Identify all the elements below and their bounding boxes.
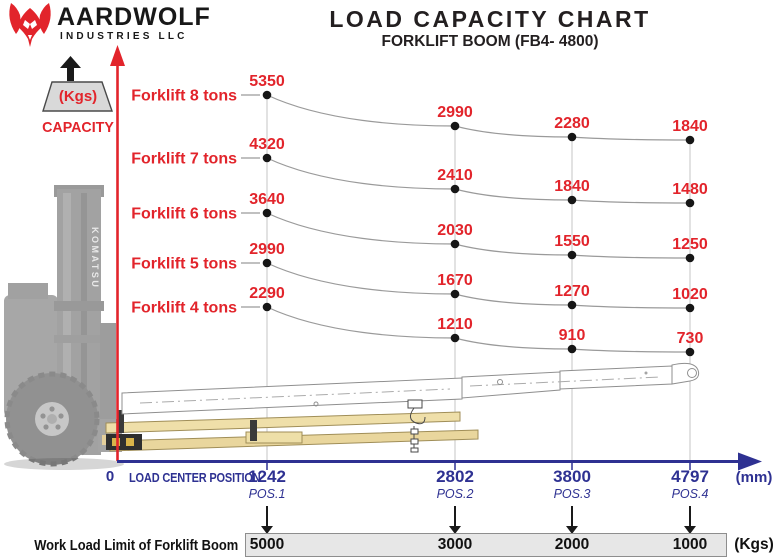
data-point [262, 153, 272, 163]
value-label: 910 [559, 327, 586, 344]
data-point [567, 250, 577, 260]
value-label: 1840 [554, 178, 590, 195]
down-arrow-2 [449, 506, 461, 534]
forklift-brand-text: KOMATSU [90, 227, 100, 289]
work-load-limit-unit: (Kgs) [734, 536, 774, 553]
value-label: 2990 [249, 241, 285, 258]
value-label: 2030 [437, 222, 473, 239]
aardwolf-logo-icon [9, 3, 51, 47]
data-point [262, 302, 272, 312]
capacity-unit-label: (Kgs) [58, 88, 98, 105]
capacity-curves: Forklift 8 tons 5350 2990 2280 1840 Forklift … [131, 73, 708, 357]
value-label: 730 [677, 330, 704, 347]
data-point [450, 239, 460, 249]
series-label: Forklift 4 tons [131, 300, 237, 317]
position-name-4: POS.4 [671, 487, 709, 501]
down-arrow-3 [566, 506, 578, 534]
value-label: 1270 [554, 283, 590, 300]
data-point [685, 347, 695, 357]
position-axis-arrowhead [738, 452, 762, 471]
gridlines [266, 95, 691, 461]
work-load-limit-value-2: 3000 [437, 536, 473, 553]
capacity-curve [266, 157, 691, 204]
capacity-curve [266, 262, 691, 309]
axis-ticks [266, 461, 691, 470]
data-point [450, 121, 460, 131]
position-value-2: 2802 [436, 467, 474, 486]
value-label: 3640 [249, 191, 285, 208]
brand-subtitle: INDUSTRIES LLC [60, 31, 188, 42]
load-center-position-label: LOAD CENTER POSITION [129, 471, 261, 485]
brand-name: AARDWOLF [57, 3, 211, 31]
work-load-limit-value-1: 5000 [249, 536, 285, 553]
data-point [450, 333, 460, 343]
capacity-axis-arrowhead [110, 45, 125, 66]
axis-origin-label: 0 [105, 468, 115, 485]
series-label: Forklift 6 tons [131, 206, 237, 223]
data-point [450, 184, 460, 194]
work-load-limit-value-4: 1000 [672, 536, 708, 553]
data-point [567, 195, 577, 205]
data-point [567, 344, 577, 354]
position-axis-unit: (mm) [735, 469, 773, 486]
capacity-axis-label: CAPACITY [42, 119, 114, 136]
position-name-2: POS.2 [436, 487, 474, 501]
value-label: 1250 [672, 236, 708, 253]
position-name-3: POS.3 [553, 487, 591, 501]
value-label: 2410 [437, 167, 473, 184]
data-point [262, 90, 272, 100]
series-label: Forklift 5 tons [131, 256, 237, 273]
position-name-1: POS.1 [248, 487, 286, 501]
down-arrow-1 [261, 506, 273, 534]
data-point [685, 198, 695, 208]
forklift-boom-illustration [105, 362, 700, 453]
data-point [262, 208, 272, 218]
value-label: 1020 [672, 286, 708, 303]
axes [110, 45, 762, 471]
data-point [567, 132, 577, 142]
position-value-3: 3800 [553, 467, 591, 486]
work-load-limit-label: Work Load Limit of Forklift Boom [33, 537, 238, 554]
value-label: 4320 [249, 136, 285, 153]
position-value-4: 4797 [671, 467, 709, 486]
data-point [685, 303, 695, 313]
page-subtitle: FORKLIFT BOOM (FB4- 4800) [381, 33, 599, 50]
data-point [685, 253, 695, 263]
series-label: Forklift 8 tons [131, 88, 237, 105]
page-title: LOAD CAPACITY CHART [329, 6, 651, 32]
value-label: 1550 [554, 233, 590, 250]
value-label: 1670 [437, 272, 473, 289]
value-label: 1480 [672, 181, 708, 198]
value-label: 2290 [249, 285, 285, 302]
capacity-curve [266, 94, 691, 141]
down-arrow-4 [684, 506, 696, 534]
position-value-1: 1242 [248, 467, 286, 486]
capacity-curve [266, 212, 691, 259]
value-label: 5350 [249, 73, 285, 90]
capacity-curve [266, 306, 691, 353]
data-point [262, 258, 272, 268]
work-load-limit-value-3: 2000 [554, 536, 590, 553]
data-point [685, 135, 695, 145]
value-label: 2280 [554, 115, 590, 132]
value-label: 2990 [437, 104, 473, 121]
value-label: 1840 [672, 118, 708, 135]
data-point [450, 289, 460, 299]
value-label: 1210 [437, 316, 473, 333]
data-point [567, 300, 577, 310]
series-label: Forklift 7 tons [131, 151, 237, 168]
capacity-weight-icon [42, 56, 113, 112]
